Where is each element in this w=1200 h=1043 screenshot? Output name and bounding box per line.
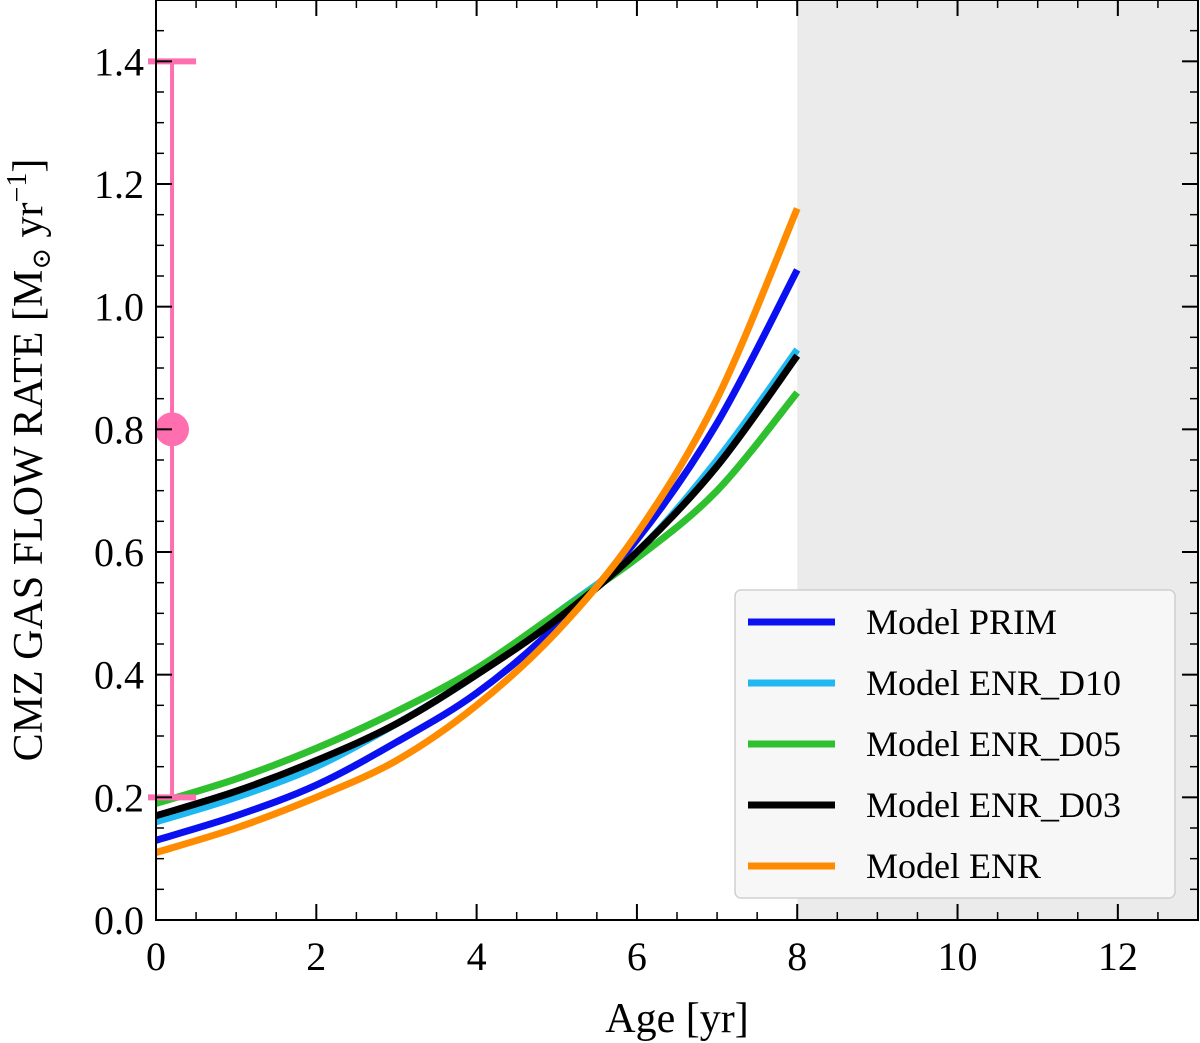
y-tick-label: 1.0 <box>94 285 144 330</box>
y-axis-title: CMZ GAS FLOW RATE [M⊙ yr−1] <box>2 159 56 762</box>
series-layer <box>156 207 801 856</box>
legend-box <box>734 589 1176 899</box>
x-tick-label: 6 <box>627 934 647 979</box>
y-tick-label: 1.4 <box>94 39 144 84</box>
x-tick-label: 4 <box>467 934 487 979</box>
x-tick-label: 10 <box>938 934 978 979</box>
legend: Model PRIM Model ENR_D10 Model ENR_D05 Mode… <box>734 589 1176 899</box>
x-tick-label: 8 <box>787 934 807 979</box>
y-tick-label: 0.6 <box>94 530 144 575</box>
legend-label: Model ENR_D05 <box>866 724 1121 764</box>
series-line-model-prim <box>156 268 801 844</box>
x-axis-title: Age [yr] <box>605 996 748 1042</box>
legend-label: Model ENR <box>866 846 1041 886</box>
y-axis-title-exp: −1 <box>2 173 33 203</box>
legend-label: Model PRIM <box>866 602 1057 642</box>
y-tick-label: 0.0 <box>94 898 144 943</box>
series-line-model-enr-d10 <box>156 347 801 826</box>
y-tick-label: 0.8 <box>94 407 144 452</box>
y-axis-title-main: CMZ GAS FLOW RATE [M <box>6 270 52 762</box>
y-axis-title-close: ] <box>6 159 52 173</box>
y-tick-label: 0.4 <box>94 653 144 698</box>
x-tick-label: 12 <box>1098 934 1138 979</box>
observed-data-point <box>155 412 190 447</box>
legend-label: Model ENR_D10 <box>866 663 1121 703</box>
y-tick-label: 0.2 <box>94 775 144 820</box>
axis-ticks: 0 2 4 6 8 10 12 0.0 0.2 0.4 0.6 0.8 1.0 1.2 1.4 <box>94 0 1199 979</box>
y-tick-label: 1.2 <box>94 162 144 207</box>
legend-label: Model ENR_D03 <box>866 785 1121 825</box>
x-tick-label: 2 <box>306 934 326 979</box>
y-axis-title-unit: yr <box>6 202 52 248</box>
series-line-model-enr-d03 <box>156 353 801 820</box>
x-tick-label: 0 <box>146 934 166 979</box>
series-line-model-enr-d05 <box>156 390 800 807</box>
series-line-model-enr <box>156 207 801 856</box>
y-axis-title-sun: ⊙ <box>27 248 56 270</box>
